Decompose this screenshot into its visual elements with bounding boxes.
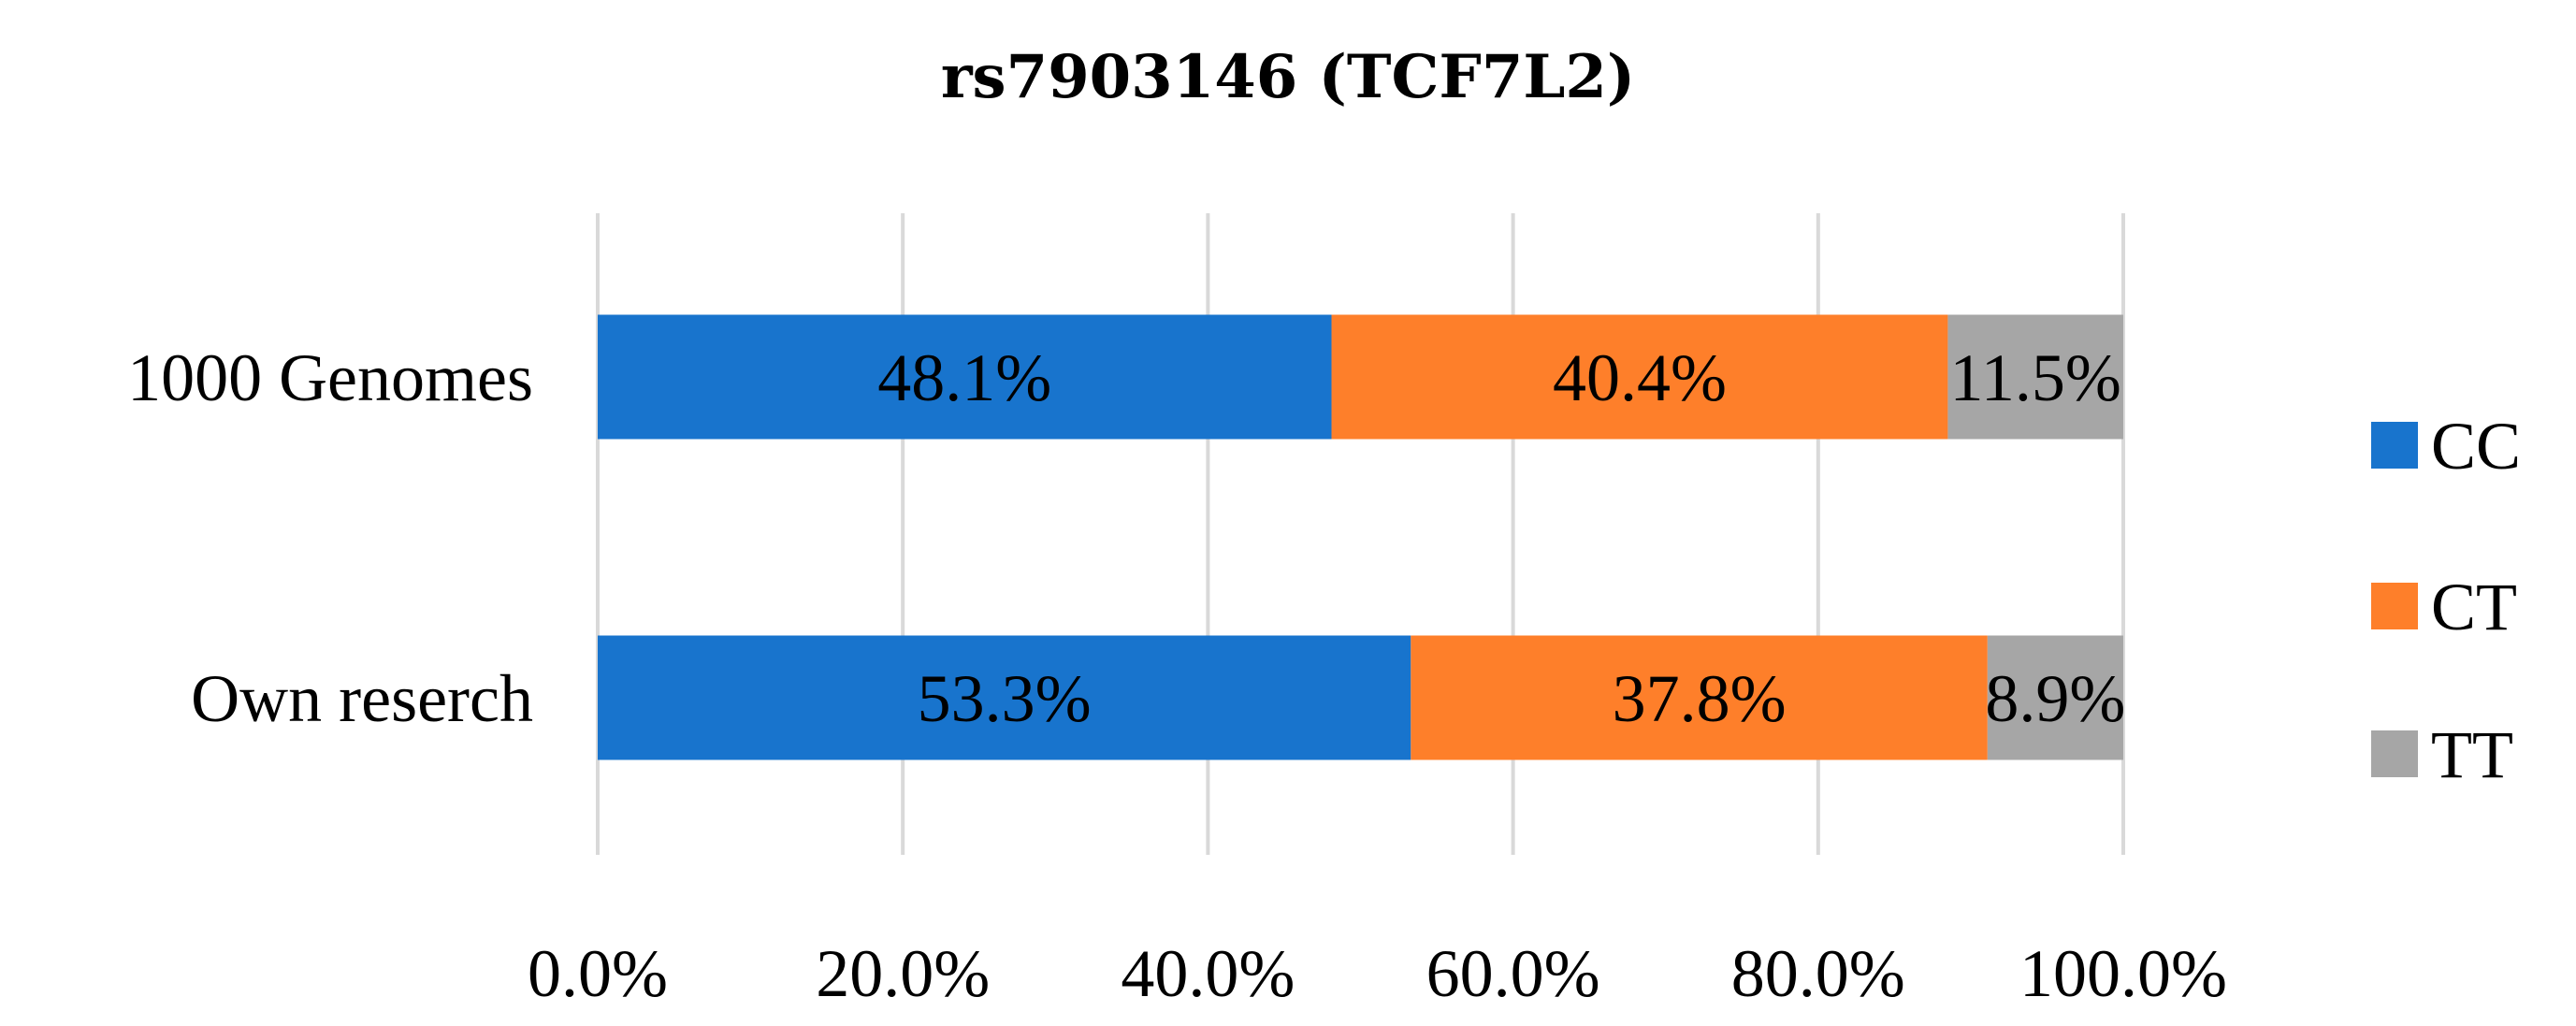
bar-segment-cc [598,314,1332,440]
bar-segment-tt [1987,635,2123,760]
legend-swatch-ct [2371,583,2418,629]
bar-segment-cc [598,635,1411,760]
bar-segment-ct [1411,635,1988,760]
category-label: Own reserch [191,661,533,736]
bar-segment-ct [1331,314,1948,440]
bars: 48.1% 40.4% 11.5% 53.3% 37.8% 8.9% [598,314,2125,760]
x-tick-label: 40.0% [1121,936,1295,1011]
category-labels: 1000 Genomes Own reserch [127,340,533,736]
data-label: 8.9% [1985,661,2125,736]
bar-segment-tt [1947,314,2123,440]
x-tick-label: 0.0% [528,936,668,1011]
data-label: 37.8% [1613,661,1787,736]
x-tick-label: 20.0% [816,936,990,1011]
x-tick-label: 80.0% [1731,936,1905,1011]
x-tick-label: 100.0% [2019,936,2227,1011]
category-label: 1000 Genomes [127,340,533,415]
legend-label: TT [2431,717,2513,792]
x-axis-tick-labels: 0.0% 20.0% 40.0% 60.0% 80.0% 100.0% [528,936,2227,1011]
data-label: 40.4% [1553,340,1727,415]
legend-swatch-cc [2371,422,2418,469]
data-label: 48.1% [877,340,1051,415]
chart-title: rs7903146 (TCF7L2) [941,42,1635,112]
x-tick-label: 60.0% [1426,936,1600,1011]
data-label: 11.5% [1950,340,2121,415]
legend-swatch-tt [2371,730,2418,777]
data-label: 53.3% [918,661,1092,736]
legend: CC CT TT [2371,409,2521,792]
legend-label: CC [2431,409,2521,484]
legend-label: CT [2431,570,2517,644]
